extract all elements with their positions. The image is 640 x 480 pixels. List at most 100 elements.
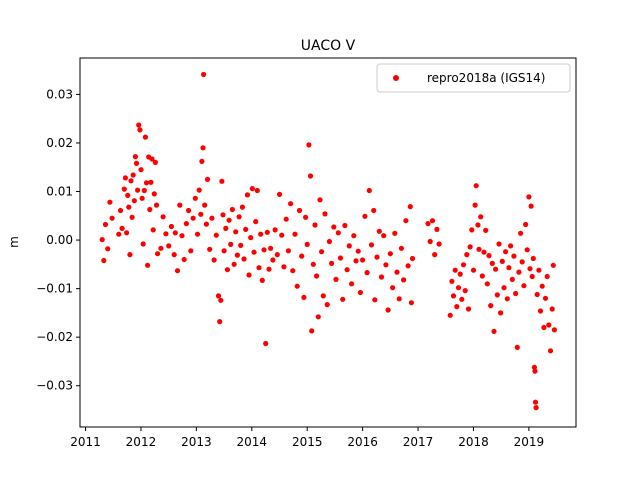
data-point <box>116 231 122 237</box>
data-point <box>158 245 164 251</box>
data-point <box>150 227 156 233</box>
data-point <box>493 266 499 272</box>
data-point <box>142 134 148 140</box>
data-point <box>294 283 300 289</box>
legend-label: repro2018a (IGS14) <box>427 71 545 85</box>
data-point <box>304 241 310 247</box>
data-point <box>549 306 555 312</box>
data-point <box>374 254 380 260</box>
data-point <box>143 180 150 186</box>
data-point <box>213 232 219 238</box>
data-point <box>506 265 512 271</box>
data-point <box>449 278 455 284</box>
y-tick-label: 0.03 <box>46 87 73 101</box>
data-point <box>233 229 239 235</box>
data-point <box>496 241 502 247</box>
data-point <box>320 293 326 299</box>
data-point <box>526 194 532 200</box>
data-point <box>204 176 211 182</box>
x-tick-label: 2012 <box>126 435 157 449</box>
data-point <box>429 218 436 224</box>
plot-area <box>99 71 558 411</box>
data-point <box>355 248 361 254</box>
data-point <box>202 202 208 208</box>
data-point <box>491 328 497 334</box>
data-point <box>274 252 280 258</box>
data-point <box>387 251 393 257</box>
data-point <box>171 252 177 258</box>
data-point <box>132 154 138 160</box>
data-point <box>504 296 510 302</box>
data-point <box>128 178 134 184</box>
data-point <box>183 221 189 227</box>
data-point <box>238 242 244 248</box>
x-tick-label: 2016 <box>347 435 378 449</box>
data-point <box>383 262 389 268</box>
data-point <box>166 243 172 249</box>
data-point <box>224 267 230 273</box>
data-point <box>266 266 272 272</box>
legend-marker <box>393 75 399 81</box>
data-point <box>546 322 552 328</box>
data-point <box>261 247 267 253</box>
data-point <box>276 191 283 197</box>
data-point <box>231 261 237 267</box>
data-point <box>303 214 309 220</box>
data-point <box>501 285 507 291</box>
y-tick-label: 0.01 <box>46 185 73 199</box>
data-point <box>172 230 178 236</box>
data-point <box>368 242 375 248</box>
data-point <box>475 222 481 228</box>
x-tick-label: 2011 <box>70 435 101 449</box>
x-tick-label: 2013 <box>181 435 212 449</box>
data-point <box>209 215 215 221</box>
data-point <box>425 221 431 227</box>
data-point <box>476 246 482 252</box>
data-point <box>139 195 145 201</box>
data-point <box>544 273 550 280</box>
y-axis-label: m <box>7 236 21 248</box>
data-point <box>168 223 174 230</box>
data-point <box>306 142 312 148</box>
data-point <box>248 235 254 241</box>
data-point <box>326 238 332 245</box>
data-point <box>403 218 409 224</box>
data-point <box>434 226 440 232</box>
data-point <box>360 257 366 263</box>
data-point <box>455 285 462 291</box>
data-point <box>201 71 207 78</box>
data-point <box>447 312 453 318</box>
data-point <box>188 248 194 254</box>
data-point <box>301 294 307 300</box>
data-point <box>251 249 257 255</box>
data-point <box>509 276 515 282</box>
data-point <box>481 249 487 255</box>
data-point <box>524 247 530 253</box>
data-point <box>381 233 387 239</box>
data-point <box>473 183 479 189</box>
data-point <box>194 231 201 237</box>
y-tick-label: −0.01 <box>36 282 73 296</box>
data-point <box>223 225 229 231</box>
data-point <box>119 225 125 231</box>
data-point <box>107 199 113 205</box>
data-point <box>125 192 131 198</box>
data-point <box>290 268 296 274</box>
x-tick-label: 2019 <box>514 435 545 449</box>
data-point <box>364 270 370 276</box>
data-point <box>530 255 536 262</box>
data-point <box>527 266 533 272</box>
data-point <box>179 233 185 239</box>
data-point <box>394 269 400 275</box>
data-point <box>186 207 192 214</box>
data-point <box>151 191 157 197</box>
data-point <box>133 160 140 166</box>
data-point <box>229 206 235 213</box>
data-point <box>537 308 544 314</box>
data-point <box>396 296 402 302</box>
data-point <box>333 276 339 282</box>
data-point <box>494 292 500 298</box>
data-point <box>464 252 470 258</box>
data-point <box>200 145 206 151</box>
data-point <box>181 256 187 263</box>
